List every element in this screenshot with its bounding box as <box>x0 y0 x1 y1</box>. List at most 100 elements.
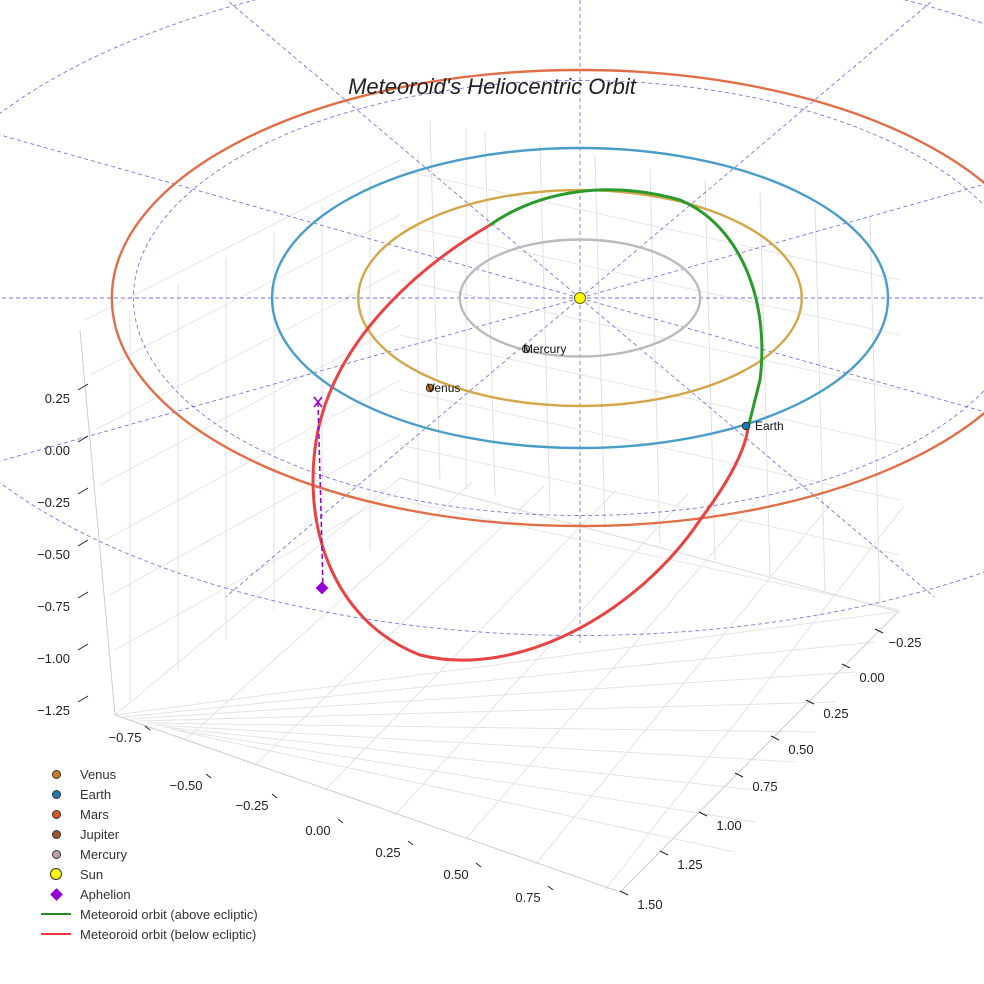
legend: Venus Earth Mars Jupiter Mercury Sun Aphelion M… <box>38 764 258 944</box>
legend-symbol <box>38 784 74 804</box>
x-tick-mark <box>271 793 278 799</box>
legend-item: Mars <box>38 804 258 824</box>
legend-label: Meteoroid orbit (below ecliptic) <box>80 926 257 942</box>
grid-line <box>604 505 905 891</box>
z-tick-label: −0.75 <box>37 599 70 614</box>
x-tick-label: 0.25 <box>375 845 400 860</box>
legend-marker <box>41 933 71 935</box>
legend-label: Meteoroid orbit (above ecliptic) <box>80 906 258 922</box>
ecliptic-reference-grid <box>0 0 984 643</box>
planet-label-earth: Earth <box>755 419 784 433</box>
grid-line <box>649 167 661 545</box>
legend-item: Sun <box>38 864 258 884</box>
legend-symbol <box>38 924 74 944</box>
x-tick-label: 0.00 <box>305 823 330 838</box>
legend-item: Mercury <box>38 844 258 864</box>
grid-lines <box>79 119 905 893</box>
z-tick-label: 0.25 <box>45 391 70 406</box>
grid-line <box>594 155 606 529</box>
planet-mercury <box>521 344 531 354</box>
legend-marker <box>51 849 61 859</box>
ecliptic-spoke <box>579 0 934 299</box>
legend-symbol <box>38 864 74 884</box>
y-axis-line <box>619 611 899 893</box>
z-tick-label: −0.50 <box>37 547 70 562</box>
axis-panes <box>80 118 910 715</box>
legend-marker <box>51 829 61 839</box>
x-tick-mark <box>547 885 554 891</box>
planet-label-venus: Venus <box>427 381 460 395</box>
orbit-mars <box>110 68 984 528</box>
ecliptic-spoke <box>225 297 581 598</box>
grid-line <box>178 730 736 853</box>
grid-line <box>170 728 756 823</box>
x-tick-mark <box>337 818 344 824</box>
planet-venus <box>425 383 435 393</box>
x-tick-label: −0.25 <box>236 798 269 813</box>
legend-label: Venus <box>80 766 117 782</box>
legend-symbol <box>38 904 74 924</box>
y-tick-mark <box>734 772 744 778</box>
legend-label: Sun <box>80 866 104 882</box>
ecliptic-spoke <box>579 297 935 598</box>
ecliptic-spoke <box>0 297 581 462</box>
y-tick-mark <box>770 735 780 741</box>
x-axis-line <box>114 714 621 893</box>
legend-label: Earth <box>80 786 112 802</box>
grid-line <box>429 119 441 481</box>
grid-line <box>109 434 401 596</box>
grid-line <box>399 279 901 391</box>
grid-line <box>394 493 689 816</box>
legend-symbol <box>38 804 74 824</box>
grid-line <box>130 671 856 720</box>
y-tick-label: 0.50 <box>788 742 813 757</box>
grid-line <box>122 641 876 718</box>
z-tick-label: 0.00 <box>45 443 70 458</box>
legend-item: Earth <box>38 784 258 804</box>
x-tick-mark <box>205 773 212 779</box>
ecliptic-spoke <box>0 134 581 299</box>
y-tick-mark <box>698 811 708 817</box>
grid-line <box>399 477 901 613</box>
grid-line <box>84 159 401 321</box>
grid-line <box>704 179 716 561</box>
grid-line <box>399 499 901 611</box>
axis-ticks: 0.25 0.00 −0.25 −0.50 −0.75 −1.00 −1.25 −0.75 −0… <box>37 383 921 912</box>
z-tick-mark <box>77 435 89 443</box>
grid-line <box>399 224 901 336</box>
x-tick-label: −0.75 <box>109 730 142 745</box>
chart-title: Meteoroid's Heliocentric Orbit <box>348 74 636 99</box>
grid-line <box>184 481 473 741</box>
z-tick-label: −1.25 <box>37 703 70 718</box>
y-tick-label: 1.25 <box>677 857 702 872</box>
y-tick-mark <box>805 699 815 705</box>
ecliptic-spoke <box>579 183 984 299</box>
legend-label: Mercury <box>80 846 127 862</box>
meteoroid-orbit-above <box>489 188 764 429</box>
sun-marker <box>574 292 586 304</box>
y-tick-label: 1.50 <box>637 897 662 912</box>
ecliptic-spoke <box>226 0 581 299</box>
x-tick-mark <box>475 862 482 868</box>
grid-line <box>94 269 401 431</box>
grid-line <box>484 131 496 497</box>
orbit-venus <box>357 188 803 408</box>
grid-line <box>539 143 551 513</box>
meteoroid-orbit <box>311 188 764 662</box>
y-tick-label: 1.00 <box>716 818 741 833</box>
x-tick-label: −0.50 <box>170 778 203 793</box>
aphelion-projection-marker <box>313 396 323 408</box>
grid-line <box>399 334 901 446</box>
grid-line <box>254 485 545 766</box>
grid-line <box>146 722 816 733</box>
y-tick-mark <box>841 663 851 669</box>
aphelion-drop-line <box>317 401 324 589</box>
grid-line <box>324 489 617 791</box>
legend-symbol <box>38 764 74 784</box>
planet-label-mercury: Mercury <box>523 342 566 356</box>
x-tick-mark <box>144 725 151 731</box>
legend-marker <box>49 887 63 901</box>
grid-line <box>814 203 826 593</box>
grid-line <box>759 191 771 577</box>
legend-symbol <box>38 844 74 864</box>
